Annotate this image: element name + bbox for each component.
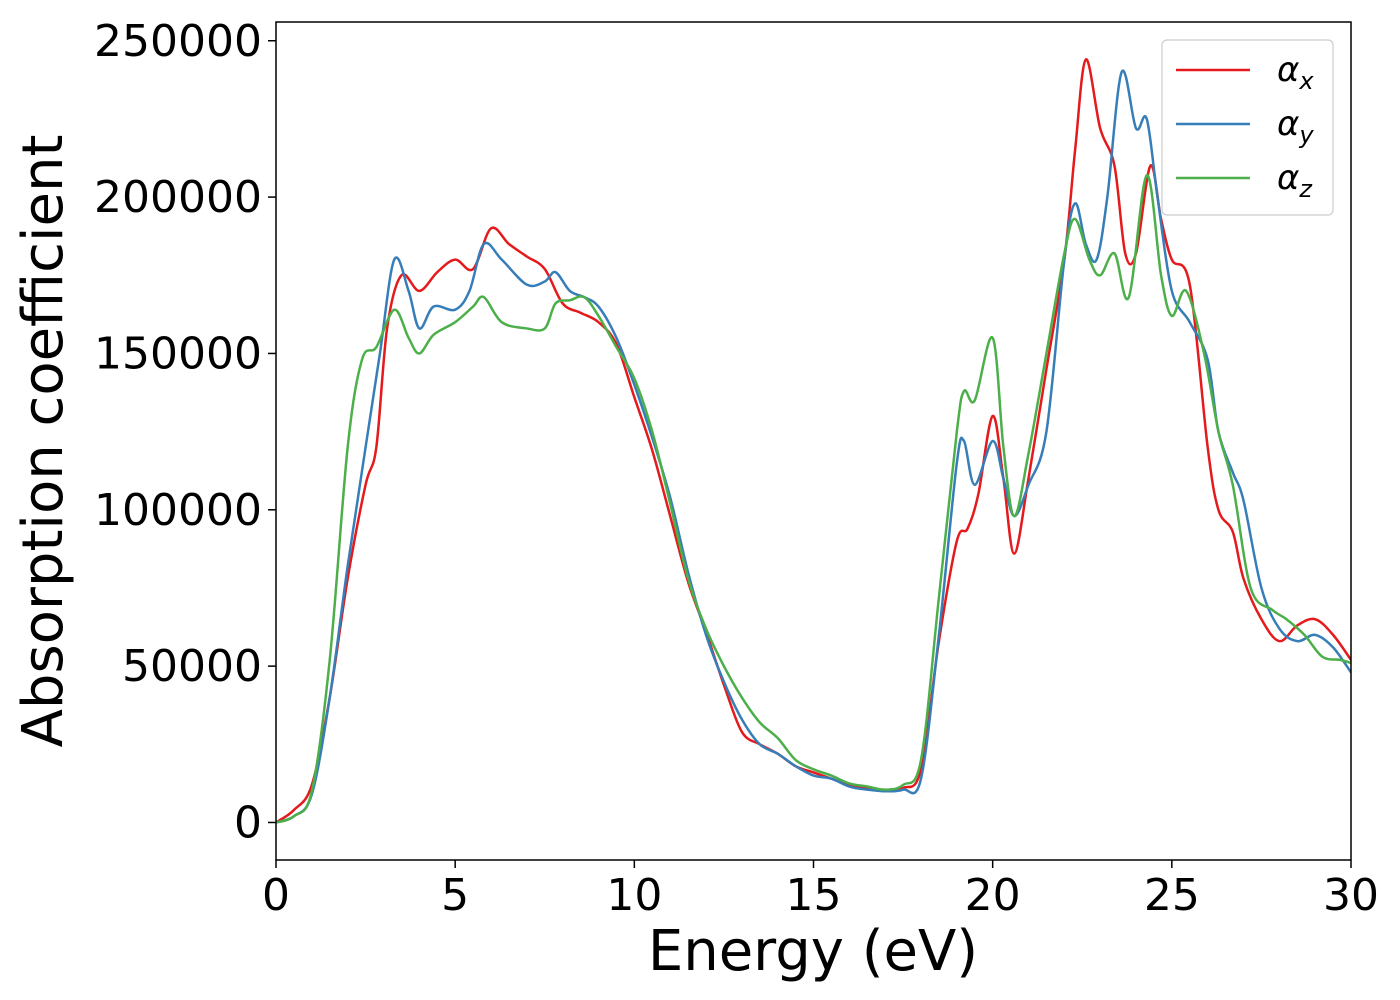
legend-label-y: αy <box>1277 104 1314 149</box>
y-tick-label: 0 <box>234 797 262 848</box>
y-tick-label: 50000 <box>122 641 262 692</box>
y-tick-label: 250000 <box>94 16 262 67</box>
legend-box <box>1161 39 1334 216</box>
y-tick-label: 100000 <box>94 485 262 536</box>
x-tick-label: 25 <box>1144 870 1200 921</box>
y-tick-label: 150000 <box>94 328 262 379</box>
x-axis-label: Energy (eV) <box>648 919 978 984</box>
legend: αx αy αz <box>1161 39 1334 216</box>
y-tick-label: 200000 <box>94 172 262 223</box>
legend-label-x: αx <box>1277 50 1314 95</box>
x-tick-label: 5 <box>441 870 469 921</box>
y-axis-label: Absorption coefficient <box>11 135 76 748</box>
x-tick-label: 0 <box>262 870 290 921</box>
x-tick-label: 15 <box>786 870 842 921</box>
legend-label-z: αz <box>1277 158 1313 203</box>
x-tick-label: 30 <box>1323 870 1379 921</box>
x-tick-label: 10 <box>606 870 662 921</box>
series-line-z <box>276 173 1351 824</box>
x-tick-label: 20 <box>965 870 1021 921</box>
series-line-y <box>276 69 1351 824</box>
